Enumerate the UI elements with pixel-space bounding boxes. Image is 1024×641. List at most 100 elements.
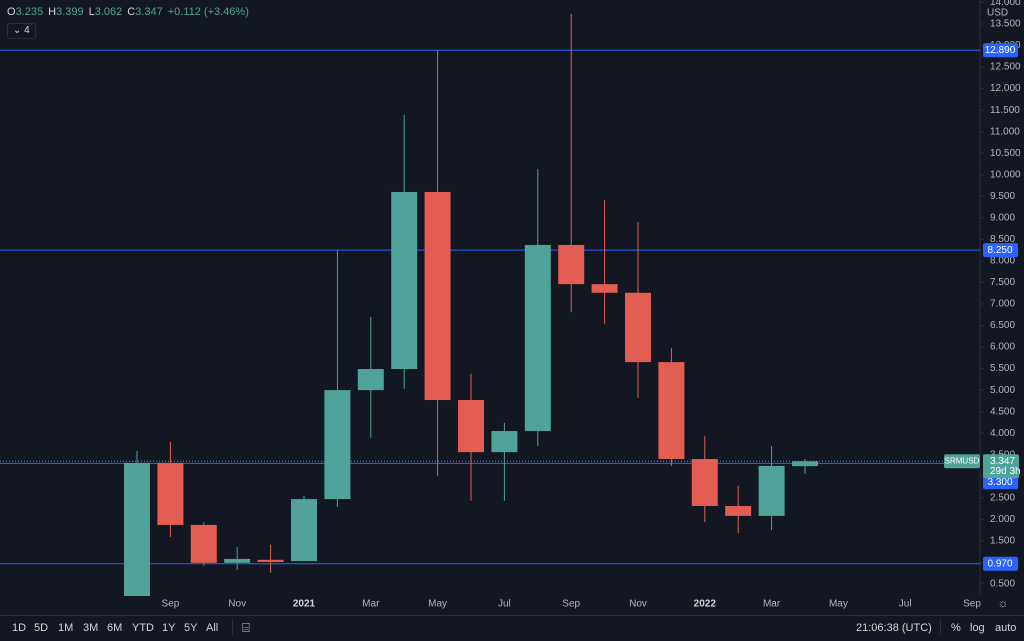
candle-body (458, 400, 484, 453)
auto-toggle[interactable]: auto (995, 622, 1017, 634)
range-button[interactable]: 1M (58, 622, 74, 634)
y-tick-label: 11.500 (990, 105, 1020, 116)
candle-body (424, 191, 451, 401)
y-tick-label: 9.500 (990, 191, 1015, 202)
y-tick-label: 8.000 (990, 256, 1015, 267)
y-tick-label: 1.500 (990, 536, 1015, 547)
candle-body (224, 558, 251, 563)
y-tick-label: 12.500 (990, 62, 1021, 73)
y-tick-label: 2.500 (990, 492, 1015, 503)
candle-body (357, 369, 384, 391)
candle-body (157, 462, 184, 525)
range-button[interactable]: 3M (83, 622, 99, 634)
toolbar: 1D 5D 1M 3M 6M YTD 1Y 5Y All ⌸ 21:06:38 … (0, 615, 1024, 641)
y-tick-label: 12.000 (990, 83, 1021, 94)
indicator-count: 4 (24, 25, 30, 36)
price-tag (983, 454, 1019, 479)
currency-box (984, 6, 1006, 19)
range-button[interactable]: 6M (107, 622, 123, 634)
currency: USD (987, 8, 1008, 19)
indicator-toggle[interactable]: ⌄ 4 (7, 23, 36, 39)
symbol-tag (944, 454, 980, 469)
settings-icon: ☼ (998, 596, 1009, 610)
log-toggle[interactable]: log (970, 622, 985, 634)
x-tick-label: Sep (963, 599, 981, 610)
y-tick-label: 13.500 (990, 19, 1021, 30)
level-tag-label: 0.970 (987, 558, 1012, 569)
candle-body (257, 559, 284, 562)
candle-body (758, 465, 785, 516)
range-button[interactable]: All (206, 622, 219, 634)
label: C (127, 6, 136, 18)
range-button[interactable]: 5D (34, 622, 49, 634)
countdown: 29d 3h (990, 466, 1021, 477)
candle-body (190, 524, 217, 563)
candle-body (491, 431, 518, 453)
y-tick-label: 5.000 (990, 385, 1015, 396)
y-tick-label: 6.000 (990, 342, 1015, 353)
date-range-icon[interactable]: ⌸ (242, 620, 250, 635)
x-tick-label: Jul (498, 599, 511, 610)
label: O (7, 6, 16, 18)
level-tag-label: 8.250 (987, 245, 1012, 256)
y-tick-label: 7.000 (990, 299, 1015, 310)
value: 3.399 (56, 6, 84, 18)
price-tag-value: 3.347 (990, 456, 1015, 467)
candle-body (691, 459, 718, 506)
y-tick-label: 10.000 (990, 169, 1021, 180)
candle-body (324, 390, 351, 500)
candle-body (124, 462, 150, 596)
plot-area (0, 14, 980, 596)
label: L (88, 6, 95, 18)
y-tick-label: 14.000 (990, 0, 1021, 8)
x-tick-label: Mar (763, 599, 781, 610)
candle-body (591, 284, 618, 293)
candle-body (725, 505, 752, 516)
candle-body (792, 461, 818, 467)
separator (232, 619, 233, 635)
ohlc-header: O3.235 H3.399 L3.062 C3.347 +0.112 (+3.46%) (7, 6, 249, 18)
y-tick-label: 11.000 (990, 126, 1020, 137)
level-tag-label: 3.300 (987, 477, 1012, 488)
range-button[interactable]: 1D (12, 622, 27, 634)
y-tick-label: 7.500 (990, 277, 1015, 288)
range-button[interactable]: 5Y (184, 622, 198, 634)
label: H (48, 6, 57, 18)
symbol-tag-label: SRMUSD (945, 456, 980, 465)
y-tick-label: 6.500 (990, 320, 1015, 331)
x-tick-label: Nov (629, 599, 647, 610)
level-tag-label: 12.890 (985, 45, 1016, 56)
clock: 21:06:38 (UTC) (856, 622, 932, 634)
y-tick-label: 10.500 (990, 148, 1021, 159)
level-tag (983, 243, 1018, 258)
x-tick-label: Sep (162, 599, 180, 610)
x-tick-label: Nov (228, 599, 246, 610)
y-tick-label: 4.500 (990, 406, 1015, 417)
level-tag (983, 475, 1018, 490)
axes: 0.5001.0001.5002.0002.5003.0003.5004.000… (162, 0, 1022, 610)
candle-body (558, 244, 585, 285)
change-percent: (+3.46%) (203, 6, 249, 18)
separator (940, 619, 941, 635)
value: 3.235 (15, 6, 44, 18)
candle-body (658, 362, 685, 460)
y-tick-label: 8.500 (990, 234, 1015, 245)
value: 3.347 (135, 6, 163, 18)
x-tick-label: Sep (562, 599, 580, 610)
y-tick-label: 2.000 (990, 514, 1015, 525)
chart: 0.5001.0001.5002.0002.5003.0003.5004.000… (0, 0, 1022, 610)
x-tick-label: May (428, 599, 447, 610)
range-button[interactable]: 1Y (162, 622, 176, 634)
x-tick-label: 2022 (694, 599, 717, 610)
y-tick-label: 5.500 (990, 363, 1015, 374)
range-button[interactable]: YTD (132, 622, 154, 634)
change: +0.112 (167, 6, 201, 18)
y-tick-label: 4.000 (990, 428, 1015, 439)
level-tag (983, 556, 1018, 571)
level-tag (983, 43, 1018, 58)
percent-toggle[interactable]: % (951, 622, 961, 634)
x-tick-label: May (829, 599, 848, 610)
x-tick-label: 2021 (293, 599, 316, 610)
candle-body (291, 499, 317, 562)
